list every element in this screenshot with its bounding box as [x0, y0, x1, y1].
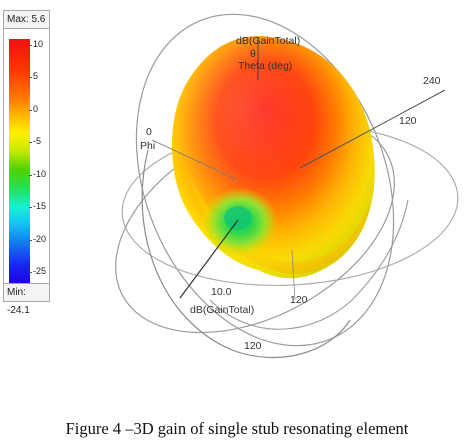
phi-circle-front: [209, 199, 409, 330]
radiation-pattern-3d: dB(GainTotal) θ Theta (deg) 0 Phi 240 12…: [115, 13, 459, 359]
legend-tick: -20: [33, 234, 47, 244]
legend-tick-mark: [29, 45, 32, 46]
theta-circle-outer: [135, 13, 395, 347]
phi-zero-label: 0: [146, 126, 152, 138]
figure-caption: Figure 4 –3D gain of single stub resonat…: [65, 419, 409, 438]
theta-circle-front: [141, 149, 351, 359]
bottom-right-tick: 120: [290, 294, 308, 306]
legend-tick: -15: [33, 201, 47, 211]
legend-tick-mark: [29, 175, 32, 176]
center-value-label: 10.0: [211, 286, 232, 298]
legend-tick: -10: [33, 169, 47, 179]
legend-tick: 0: [33, 104, 39, 114]
legend-tick-mark: [29, 207, 32, 208]
x-axis: [179, 219, 239, 299]
legend-tick-mark: [29, 142, 32, 143]
legend-tick-mark: [29, 272, 32, 273]
theta-symbol: θ: [250, 48, 256, 60]
legend-tick: -5: [33, 136, 42, 146]
legend-tick: 10: [33, 39, 44, 49]
color-legend: Max: 5.6 10 5 0 -5 -10 -15 -20 -25 Min: …: [3, 10, 50, 316]
y-axis: [299, 89, 446, 169]
bottom-axis: [291, 249, 296, 301]
phi-label: Phi: [140, 140, 155, 152]
bottom-quantity-label: dB(GainTotal): [190, 304, 254, 316]
right-outer-tick: 240: [423, 75, 441, 87]
legend-tick-mark: [29, 240, 32, 241]
legend-tick-mark: [29, 110, 32, 111]
legend-tick: 5: [33, 71, 39, 81]
right-inner-tick: 120: [399, 115, 417, 127]
legend-min-label: Min: -24.1: [4, 283, 49, 316]
legend-colorbar: [9, 39, 30, 286]
legend-tick-mark: [29, 77, 32, 78]
lobe-highlight: [171, 36, 375, 279]
theta-label: Theta (deg): [238, 60, 292, 72]
legend-max-label: Max: 5.6: [4, 11, 49, 29]
top-quantity-label: dB(GainTotal): [236, 35, 300, 47]
bottom-tick: 120: [244, 340, 262, 352]
legend-tick: -25: [33, 266, 47, 276]
phi-axis: [151, 139, 239, 181]
